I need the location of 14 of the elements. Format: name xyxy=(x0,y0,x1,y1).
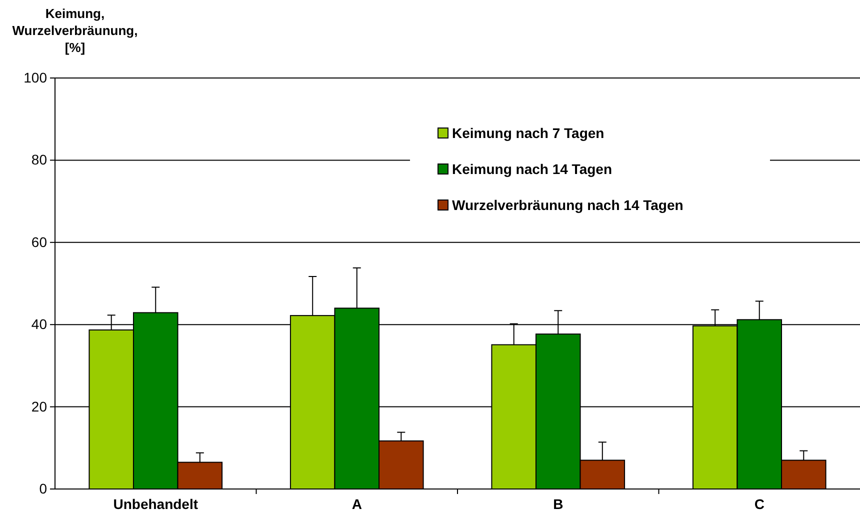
y-tick-label: 40 xyxy=(31,316,48,332)
legend-label: Keimung nach 7 Tagen xyxy=(452,125,604,141)
legend-label: Keimung nach 14 Tagen xyxy=(452,161,612,177)
y-tick-label: 60 xyxy=(31,234,48,250)
y-tick-label: 100 xyxy=(24,69,48,86)
x-tick-label: B xyxy=(553,496,564,512)
y-axis-title: Keimung, Wurzelverbräunung, [%] xyxy=(12,6,138,55)
x-tick-label: A xyxy=(352,496,362,512)
x-tick-label: Unbehandelt xyxy=(113,496,198,512)
y-tick-label: 20 xyxy=(31,398,48,414)
y-tick-label: 0 xyxy=(39,480,48,496)
x-tick-label: C xyxy=(754,496,764,512)
y-tick-label: 80 xyxy=(31,152,48,168)
legend-label: Wurzelverbräunung nach 14 Tagen xyxy=(452,197,684,213)
